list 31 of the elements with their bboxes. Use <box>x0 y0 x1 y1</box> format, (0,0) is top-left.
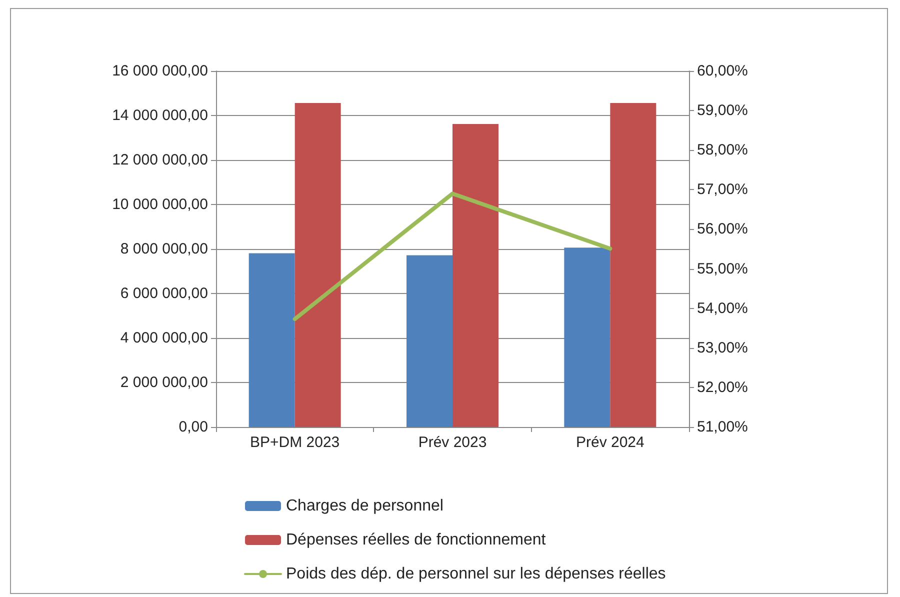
y-tick-label: 0,00 <box>178 418 208 436</box>
y-tick-label: 8 000 000,00 <box>120 240 208 258</box>
y2-tick-label: 54,00% <box>697 300 748 317</box>
y-tick-label: 6 000 000,00 <box>120 285 208 302</box>
y-tick-label: 10 000 000,00 <box>112 196 208 213</box>
y2-tick-label: 58,00% <box>697 142 748 159</box>
y2-tick-label: 52,00% <box>697 378 748 396</box>
bar <box>406 255 452 427</box>
legend-label: Dépenses réelles de fonctionnement <box>286 532 546 548</box>
bar <box>610 103 656 427</box>
y-tick-label: 4 000 000,00 <box>120 330 208 346</box>
y2-tick-label: 51,00% <box>697 418 748 436</box>
y2-tick-label: 59,00% <box>697 102 748 120</box>
y2-tick-label: 60,00% <box>697 62 748 80</box>
y2-tick-label: 55,00% <box>697 260 748 278</box>
bar <box>294 103 341 427</box>
x-tick-label: Prév 2024 <box>576 434 644 451</box>
y-tick-label: 12 000 000,00 <box>112 152 208 168</box>
y2-tick-label: 56,00% <box>697 220 748 238</box>
x-tick-label: Prév 2023 <box>418 434 487 451</box>
bar <box>248 253 295 427</box>
bar <box>564 248 610 427</box>
y2-tick-label: 53,00% <box>697 339 748 356</box>
y-tick-label: 16 000 000,00 <box>112 62 208 80</box>
y-tick-label: 14 000 000,00 <box>112 107 208 124</box>
bar <box>452 124 498 427</box>
legend-label: Poids des dép. de personnel sur les dépenses réelles <box>286 566 666 582</box>
legend-label: Charges de personnel <box>286 498 444 514</box>
y2-tick-label: 57,00% <box>697 181 748 198</box>
x-tick-label: BP+DM 2023 <box>250 434 340 451</box>
y-tick-label: 2 000 000,00 <box>120 374 208 391</box>
